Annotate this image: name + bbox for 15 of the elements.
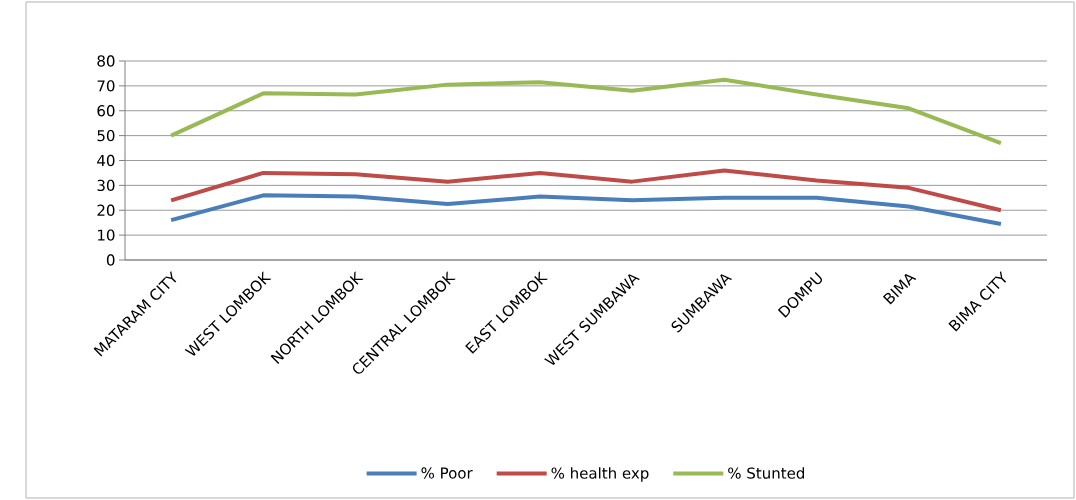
y-tick-label: 0 [106,254,115,266]
line-series [169,77,1003,146]
y-tick-label: 10 [98,229,115,241]
y-tick-label: 80 [97,55,115,67]
y-tick-label: 60 [97,105,115,117]
y-tick-label: 50 [97,129,115,142]
y-tick-label: 40 [97,154,115,167]
line-series [169,168,1003,213]
line-series [169,193,1003,226]
y-tick-label: 70 [97,80,115,92]
y-tick-label: 30 [97,179,115,192]
y-tick-label: 20 [97,204,115,216]
legend-label: % Poor [421,467,473,479]
legend-label: % health exp [551,467,649,482]
legend-label: % Stunted [728,467,804,479]
